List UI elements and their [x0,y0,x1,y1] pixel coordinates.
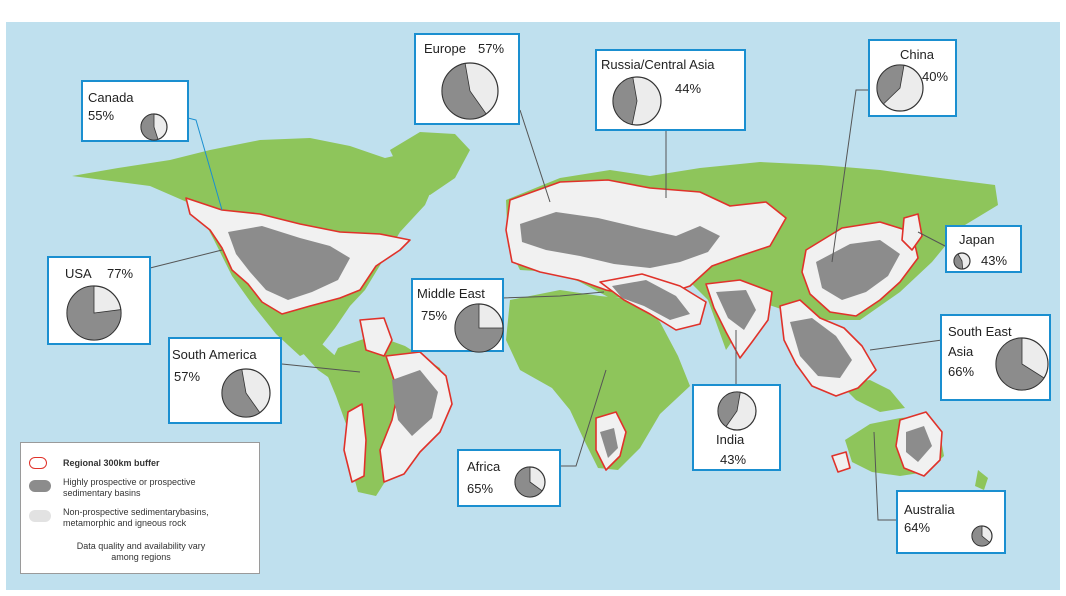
europe-label: Europe [424,41,466,56]
canada-label: Canada [88,90,134,105]
india-pie-prospective-slice [717,391,741,428]
usa-label: USA [65,266,92,281]
japan-percent: 43% [981,253,1008,268]
legend-buffer-label: Regional 300km buffer [63,458,160,468]
legend-non-prospective-swatch [29,510,51,522]
africa-label: Africa [467,459,501,474]
legend-non-prospective-label: Non-prospective sedimentarybasins, metam… [63,507,209,528]
callout-canada: Canada 55% [81,80,189,142]
china-pie-chart [876,64,924,112]
legend-prospective-swatch [29,480,51,492]
leader-south-america [281,363,361,373]
south-america-pie-chart [221,368,271,418]
leader-china [831,89,868,263]
legend-buffer-swatch [29,457,47,469]
leader-japan [917,231,946,247]
russia-label: Russia/Central Asia [601,57,715,72]
map-legend: Regional 300km buffer Highly prospective… [20,442,260,574]
callout-south-america: South America 57% [168,337,282,424]
leader-africa [560,369,607,467]
japan-pie-prospective-slice [953,253,964,270]
legend-note: Data quality and availability vary among… [76,541,206,562]
india-label: India [716,432,745,447]
leader-canada [187,117,223,211]
south-america-percent: 57% [174,369,201,384]
leader-lines [149,89,946,521]
callout-india: India 43% [692,384,781,471]
russia-percent: 44% [675,81,702,96]
south_america-pie-prospective-slice [221,368,261,418]
callout-usa: USA 77% [47,256,151,345]
leader-europe [519,109,551,203]
leader-usa [149,249,223,269]
usa-pie-prospective-slice [66,285,122,341]
leader-australia [873,431,896,521]
europe-pie-chart [441,62,499,120]
india-percent: 43% [720,452,747,467]
russia-pie-prospective-slice [612,76,638,125]
leader-middle-east [501,291,605,299]
buffer-japan [901,213,923,251]
india-pie-chart [717,391,757,431]
callout-japan: Japan 43% [945,225,1022,273]
australia-pie-prospective-slice [971,525,991,547]
basin-africa [600,428,618,458]
usa-pie-chart [66,285,122,341]
buffer-australia-west [831,451,851,473]
greenland-land [390,132,470,195]
europe-percent: 57% [478,41,505,56]
south-america-label: South America [172,347,257,362]
russia-pie-chart [612,76,662,126]
callout-south-east-asia: South East Asia 66% South East Asia [940,314,1051,401]
basin-china [816,240,900,300]
australia-percent: 64% [904,520,931,535]
sea-percent: 66% [948,364,975,379]
callout-africa: Africa 65% [457,449,561,507]
middle-east-pie-chart [454,303,504,353]
sea-pie-chart [995,337,1049,391]
africa-percent: 65% [467,481,494,496]
callout-europe: Europe 57% [414,33,520,125]
africa-pie-prospective-slice [514,466,543,498]
buffer-south-america-west [343,403,367,483]
canada-pie-chart [140,113,168,141]
callout-australia: Australia 64% [896,490,1006,554]
africa-pie-chart [514,466,546,498]
basin-southeast-asia [790,318,852,378]
callout-middle-east: Middle East 75% [411,278,504,353]
new-zealand-land [975,470,988,490]
middle_east-pie-prospective-slice [454,303,504,353]
usa-percent: 77% [107,266,134,281]
china-percent: 40% [922,69,949,84]
callout-china: China 40% [868,39,957,117]
middle-east-label: Middle East [417,286,485,301]
basin-middle-east [612,280,690,320]
legend-prospective-label: Highly prospective or prospective sedime… [63,477,196,498]
basin-australia [906,426,932,462]
sea-label-line1: South East [948,324,1012,339]
africa-land [506,290,690,470]
australia-label: Australia [904,502,955,517]
australia-pie-chart [971,525,993,547]
buffer-central-america [359,317,393,357]
canada-pie-prospective-slice [140,113,159,141]
middle-east-percent: 75% [421,308,448,323]
china-pie-prospective-slice [876,64,905,105]
leader-sea [869,339,943,351]
basin-south-america [392,370,438,436]
prospective-basins [228,212,932,462]
sea-label-line2: Asia [948,344,974,359]
europe-pie-prospective-slice [441,62,487,120]
canada-percent: 55% [88,108,115,123]
basin-india [716,290,756,330]
sea-pie-prospective-slice [995,337,1045,391]
basin-north-america [228,226,350,300]
basin-europe [520,212,720,268]
japan-pie-chart [953,252,971,270]
callout-russia: Russia/Central Asia 44% [595,49,746,131]
china-label: China [900,47,934,62]
japan-label: Japan [959,232,995,247]
